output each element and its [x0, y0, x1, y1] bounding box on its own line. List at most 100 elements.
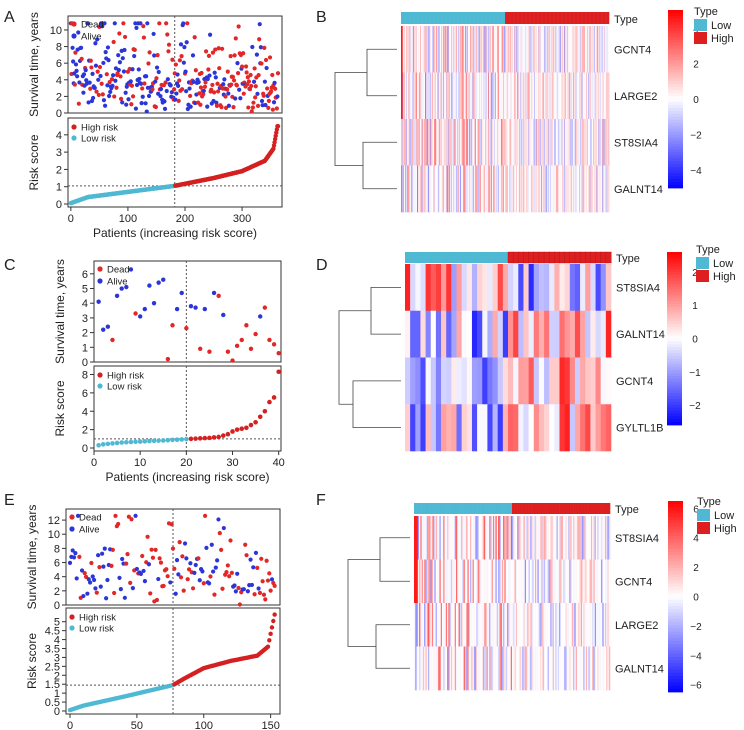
- heatmap-cell: [557, 559, 560, 604]
- heatmap-cell: [514, 26, 516, 73]
- heatmap-cell: [477, 72, 479, 120]
- dendrogram-branch: [352, 380, 401, 429]
- color-scale-segment: [668, 48, 683, 52]
- heatmap-cell: [401, 119, 402, 166]
- heatmap-cell: [475, 119, 477, 166]
- heatmap-cell: [594, 119, 596, 166]
- alive-point: [96, 77, 101, 82]
- dead-point: [110, 547, 115, 552]
- heatmap-cell: [542, 26, 544, 73]
- type-low-cell: [461, 12, 462, 24]
- heatmap-cell: [422, 26, 424, 73]
- heatmap-cell: [489, 603, 491, 647]
- dead-point: [155, 53, 160, 58]
- heatmap-cell: [496, 559, 499, 604]
- y-axis-label: Survival time, years: [25, 505, 39, 610]
- heatmap-cell: [582, 26, 584, 73]
- type-high-cell: [566, 12, 568, 24]
- dead-point: [141, 24, 146, 29]
- low-risk-point: [142, 439, 148, 444]
- type-high-cell: [529, 12, 530, 24]
- heatmap-cell: [406, 26, 408, 73]
- dead-point: [178, 575, 184, 580]
- heatmap-cell: [491, 119, 493, 166]
- low-risk-point: [160, 438, 166, 443]
- heatmap-cell: [590, 516, 593, 560]
- heatmap-cell: [599, 26, 601, 73]
- legend-label: Dead: [107, 265, 130, 276]
- heatmap-cell: [405, 165, 407, 213]
- heatmap-cell: [458, 646, 461, 691]
- heatmap-cell: [454, 516, 457, 560]
- alive-point: [79, 45, 84, 50]
- heatmap-cell: [469, 119, 470, 166]
- heatmap-cell: [431, 165, 433, 213]
- heatmap-cell: [533, 119, 534, 166]
- heatmap-cell: [541, 119, 542, 166]
- heatmap-cell: [583, 119, 585, 166]
- heatmap-cell: [444, 516, 447, 560]
- heatmap-cell: [486, 72, 488, 120]
- type-low-cell: [487, 12, 489, 24]
- type-high-cell: [570, 503, 573, 514]
- color-scale-tick: −1: [689, 368, 701, 379]
- heatmap-cell: [585, 264, 591, 312]
- heatmap-cell: [420, 165, 422, 213]
- color-scale-segment: [668, 107, 683, 112]
- color-scale-segment: [668, 513, 683, 518]
- heatmap-cell: [527, 26, 529, 73]
- heatmap-cell: [482, 559, 485, 604]
- heatmap-cell: [580, 646, 583, 691]
- heatmap-cell: [425, 119, 427, 166]
- heatmap-cell: [540, 26, 542, 73]
- heatmap-cell: [482, 165, 484, 213]
- heatmap-cell: [447, 165, 449, 213]
- heatmap-cell: [606, 26, 608, 73]
- heatmap-cell: [545, 119, 547, 166]
- type-high-cell: [513, 12, 515, 24]
- heatmap-cell: [414, 119, 416, 166]
- heatmap-cell: [559, 310, 565, 358]
- heatmap-cell: [604, 72, 606, 120]
- heatmap-cell: [526, 603, 528, 647]
- dead-point: [76, 101, 81, 106]
- heatmap-cell: [518, 165, 520, 213]
- alive-point: [105, 83, 110, 88]
- color-scale-segment: [668, 131, 683, 135]
- heatmap-cell: [474, 119, 476, 166]
- heatmap-cell: [538, 357, 545, 405]
- heatmap-cell: [515, 165, 517, 213]
- type-high-cell: [559, 251, 566, 264]
- heatmap-cell: [538, 119, 540, 166]
- heatmap-cell: [459, 603, 462, 647]
- heatmap-cell: [542, 26, 544, 73]
- heatmap-cell: [405, 26, 407, 73]
- type-high-cell: [510, 12, 512, 24]
- heatmap-cell: [534, 165, 536, 213]
- alive-point: [83, 68, 88, 73]
- heatmap-cell: [464, 119, 466, 166]
- legend-label: High risk: [79, 613, 116, 624]
- heatmap-cell: [518, 357, 524, 405]
- type-low-cell: [437, 12, 439, 24]
- type-low-cell: [478, 12, 480, 24]
- heatmap-cell: [452, 119, 454, 166]
- heatmap-cell: [553, 119, 555, 166]
- heatmap-cell: [566, 26, 568, 73]
- legend-label: Dead: [79, 513, 102, 524]
- type-low-cell: [414, 503, 416, 514]
- heatmap-cell: [447, 119, 449, 166]
- dead-point: [198, 85, 204, 90]
- heatmap-cell: [420, 357, 426, 405]
- dead-point: [157, 556, 162, 561]
- heatmap-cell: [481, 559, 484, 604]
- alive-point: [162, 106, 168, 111]
- heatmap-cell: [537, 165, 538, 213]
- heatmap-cell: [608, 646, 611, 691]
- heatmap-cell: [579, 72, 581, 120]
- heatmap-cell: [474, 72, 476, 120]
- alive-point: [113, 78, 118, 83]
- heatmap-cell: [499, 646, 501, 691]
- high-risk-point: [267, 638, 272, 643]
- heatmap-cell: [574, 310, 581, 358]
